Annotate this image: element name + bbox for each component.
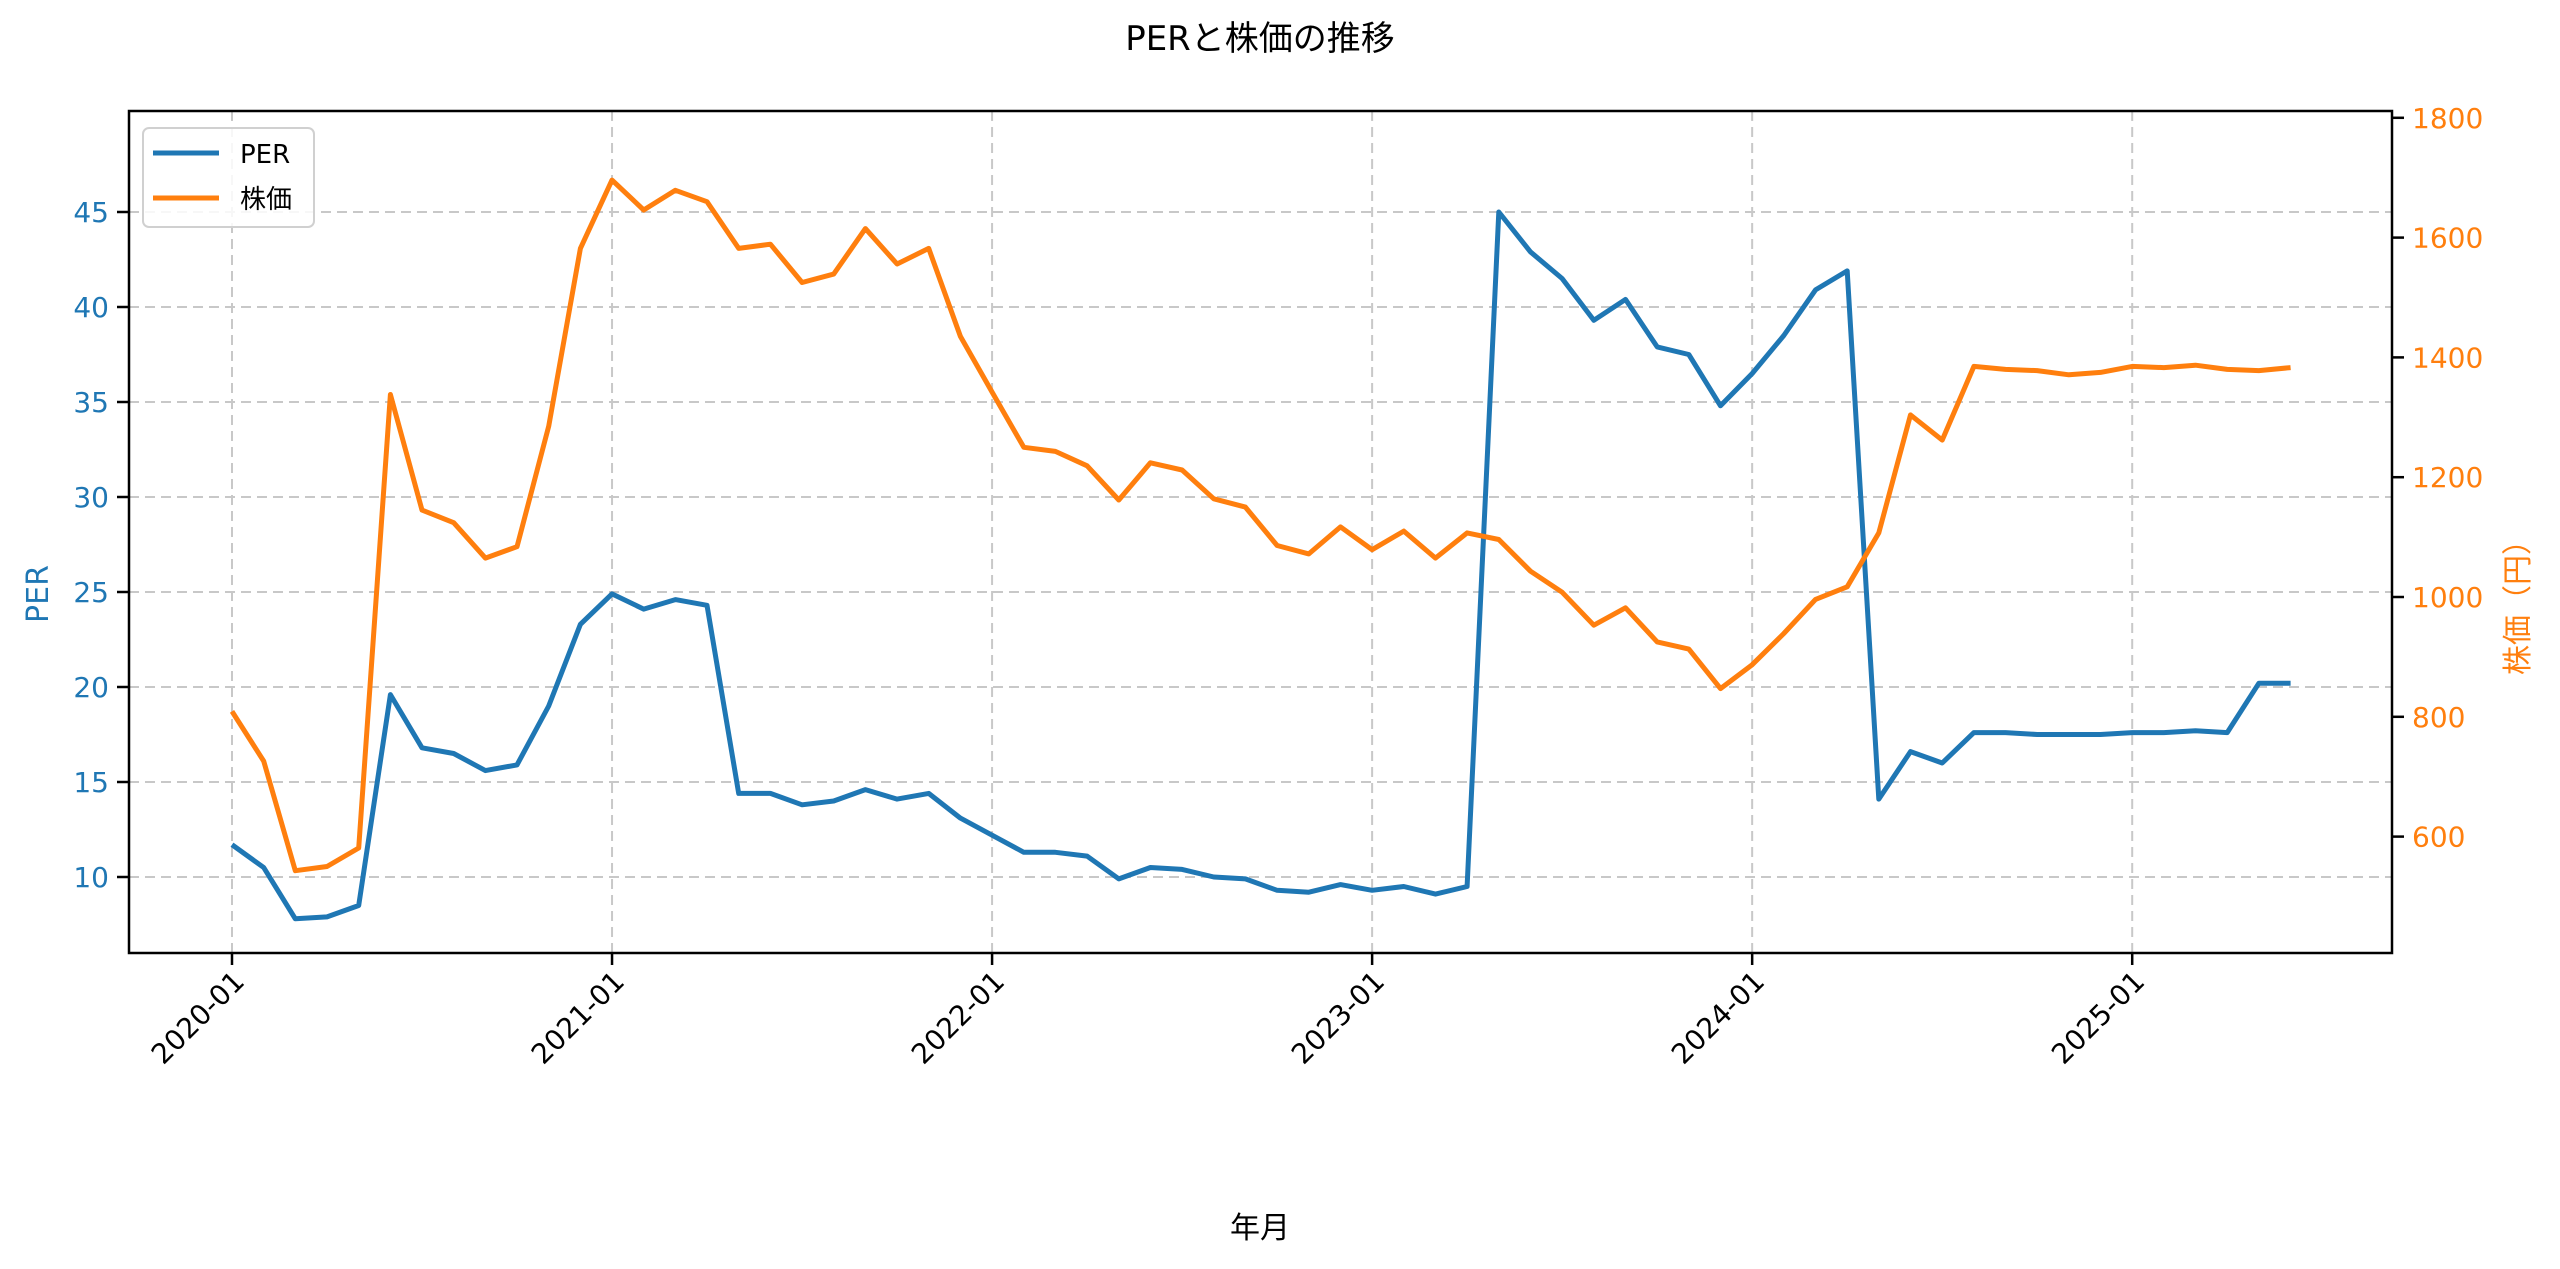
y-right-tick-label: 1400	[2412, 341, 2483, 374]
legend-label-price: 株価	[240, 185, 292, 215]
y-axis-label-price: 株価（円）	[2501, 525, 2536, 675]
x-axis-label: 年月	[1230, 1211, 1290, 1246]
y-tick-label: 35	[73, 386, 109, 419]
x-axis: 2020-01 2021-01 2022-01 2023-01 2024-01 2025-…	[145, 953, 2151, 1071]
y-tick-label: 25	[73, 576, 109, 609]
y-tick-label: 20	[73, 671, 109, 704]
chart-title: PERと株価の推移	[1125, 19, 1395, 59]
y-right-tick-label: 800	[2412, 701, 2465, 734]
y-tick-label: 30	[73, 481, 109, 514]
x-tick-label: 2020-01	[145, 965, 251, 1071]
y-right-tick-label: 1000	[2412, 581, 2483, 614]
legend: PER 株価	[142, 127, 315, 228]
right-y-axis: 600 800 1000 1200 1400 1600 1800	[2392, 102, 2483, 854]
x-tick-label: 2022-01	[905, 965, 1011, 1071]
y-right-tick-label: 1600	[2412, 222, 2483, 255]
grid-lines	[129, 111, 2392, 953]
x-tick-label: 2023-01	[1285, 965, 1391, 1071]
legend-label-per: PER	[240, 140, 290, 170]
x-tick-label: 2025-01	[2045, 965, 2151, 1071]
left-y-axis: 10 15 20 25 30 35 40 45	[73, 196, 129, 894]
plot-frame	[127, 109, 2394, 955]
y-tick-label: 15	[73, 766, 109, 799]
price-line	[229, 177, 2291, 874]
plot-series	[229, 177, 2291, 922]
y-right-tick-label: 1800	[2412, 102, 2483, 135]
y-tick-label: 45	[73, 196, 109, 229]
x-tick-label: 2024-01	[1665, 965, 1771, 1071]
y-right-tick-label: 600	[2412, 821, 2465, 854]
y-axis-label-per: PER	[21, 565, 56, 623]
per-line	[230, 209, 2291, 922]
x-tick-label: 2021-01	[525, 965, 631, 1071]
y-tick-label: 10	[73, 861, 109, 894]
y-right-tick-label: 1200	[2412, 461, 2483, 494]
y-tick-label: 40	[73, 291, 109, 324]
